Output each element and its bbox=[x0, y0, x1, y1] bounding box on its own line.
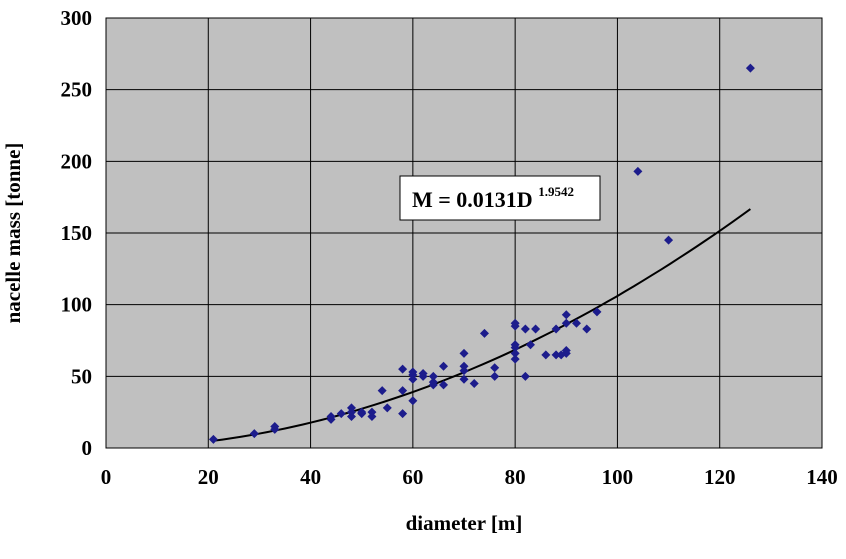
y-axis-title: nacelle mass [tonne] bbox=[1, 143, 25, 324]
data-point bbox=[531, 324, 541, 334]
x-tick-label: 140 bbox=[806, 465, 838, 489]
x-tick-label: 0 bbox=[101, 465, 112, 489]
data-point bbox=[551, 350, 561, 360]
data-point bbox=[270, 422, 280, 431]
data-point bbox=[398, 386, 408, 396]
data-point bbox=[745, 63, 755, 73]
y-tick-label: 150 bbox=[61, 221, 93, 245]
y-tick-label: 100 bbox=[61, 293, 93, 317]
data-point bbox=[382, 403, 392, 413]
y-tick-label: 50 bbox=[71, 364, 92, 388]
data-point bbox=[398, 364, 408, 374]
data-point bbox=[439, 361, 449, 371]
y-tick-labels: 0 50 100 150 200 250 300 bbox=[61, 6, 93, 460]
data-point bbox=[592, 307, 602, 317]
data-point bbox=[520, 371, 530, 381]
x-tick-label: 60 bbox=[402, 465, 423, 489]
equation-box bbox=[399, 175, 601, 221]
data-point bbox=[377, 386, 387, 396]
data-point bbox=[510, 340, 520, 350]
data-point bbox=[408, 396, 418, 406]
data-point bbox=[510, 354, 520, 364]
x-tick-labels: 0 20 40 60 80 100 120 140 bbox=[101, 465, 838, 489]
data-point bbox=[490, 363, 500, 373]
data-point bbox=[572, 318, 582, 328]
data-point bbox=[398, 409, 408, 419]
x-tick-label: 100 bbox=[602, 465, 634, 489]
x-tick-label: 20 bbox=[198, 465, 219, 489]
y-tick-label: 300 bbox=[61, 6, 93, 30]
y-tick-label: 200 bbox=[61, 149, 93, 173]
data-point bbox=[326, 411, 336, 421]
data-point bbox=[439, 380, 449, 390]
data-point bbox=[249, 429, 259, 439]
x-tick-label: 40 bbox=[300, 465, 321, 489]
equation-main: M = 0.0131D bbox=[412, 187, 533, 212]
data-point bbox=[582, 324, 592, 334]
data-point bbox=[336, 409, 346, 419]
data-point bbox=[346, 403, 356, 413]
data-point bbox=[408, 367, 418, 377]
data-point bbox=[479, 328, 489, 338]
data-point bbox=[357, 407, 367, 417]
data-point bbox=[459, 348, 469, 358]
data-point bbox=[633, 166, 643, 176]
data-point bbox=[208, 434, 218, 444]
equation-exponent: 1.9542 bbox=[538, 184, 574, 199]
data-point bbox=[561, 346, 571, 356]
data-point bbox=[428, 371, 438, 381]
y-tick-label: 0 bbox=[82, 436, 93, 460]
data-point bbox=[561, 310, 571, 320]
data-point bbox=[367, 407, 377, 417]
data-point bbox=[561, 318, 571, 328]
x-tick-label: 120 bbox=[704, 465, 736, 489]
x-tick-label: 80 bbox=[505, 465, 526, 489]
data-point bbox=[428, 377, 438, 387]
data-point bbox=[541, 350, 551, 360]
data-points bbox=[208, 63, 755, 444]
equation-annotation: M = 0.0131D 1.9542 bbox=[399, 175, 601, 221]
data-point bbox=[459, 374, 469, 384]
data-point bbox=[469, 379, 479, 388]
data-point bbox=[664, 235, 674, 245]
trend-line bbox=[213, 208, 751, 442]
data-point bbox=[510, 318, 520, 328]
data-point bbox=[520, 324, 530, 334]
data-point bbox=[490, 371, 500, 381]
data-point bbox=[418, 368, 428, 378]
data-point bbox=[510, 348, 520, 358]
data-point bbox=[551, 324, 561, 334]
data-point bbox=[525, 340, 535, 350]
y-tick-label: 250 bbox=[61, 78, 93, 102]
grid bbox=[106, 18, 822, 448]
svg-text:M = 0.0131D 1.9542: M = 0.0131D 1.9542 bbox=[412, 184, 574, 212]
x-axis-title: diameter [m] bbox=[406, 511, 523, 535]
data-point bbox=[459, 361, 469, 371]
